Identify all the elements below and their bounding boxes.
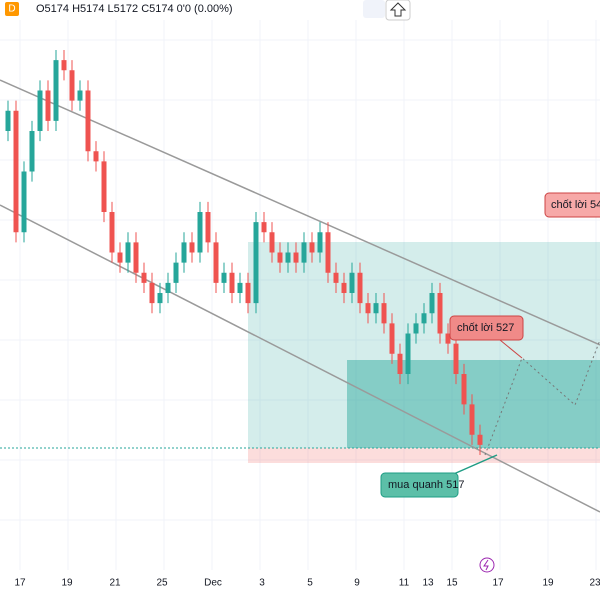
candle-body	[261, 222, 267, 233]
x-tick-label: 19	[542, 578, 554, 589]
candle-body	[421, 313, 427, 324]
annotation: chốt lời 541	[551, 199, 600, 211]
candle-body	[181, 242, 187, 263]
candle-body	[173, 262, 179, 283]
candle-body	[389, 323, 395, 354]
candle-body	[165, 282, 171, 293]
lightning-icon	[483, 559, 489, 571]
annotation: chốt lời 527	[457, 322, 514, 334]
candle-body	[5, 110, 11, 131]
candle-body	[149, 282, 155, 304]
x-tick-label: 11	[399, 578, 410, 589]
candle-body	[405, 333, 411, 374]
x-axis: 17 19 21 25 Dec 3 5 9 11 13 15 17 19 23	[14, 578, 600, 589]
candles	[5, 50, 483, 455]
candle-body	[85, 90, 91, 152]
up-icon	[389, 2, 407, 17]
candle-body	[445, 333, 451, 344]
candle-body	[37, 90, 43, 131]
projection	[484, 339, 600, 456]
candle-body	[61, 60, 67, 71]
candle-body	[461, 374, 467, 405]
x-tick-label: 9	[354, 578, 360, 589]
candle-body	[101, 161, 107, 212]
profit-zone	[248, 242, 600, 448]
channel-upper	[0, 79, 600, 346]
candle-body	[357, 272, 363, 304]
x-tick-label: 21	[109, 578, 121, 589]
label-box	[544, 192, 600, 218]
candle-body	[333, 272, 339, 283]
candle-body	[365, 303, 371, 314]
candle-body	[437, 293, 443, 334]
pointer	[499, 339, 523, 359]
candle-body	[21, 171, 27, 233]
candle-body	[109, 212, 115, 253]
candle-body	[397, 353, 403, 374]
x-tick-label: Dec	[204, 578, 222, 589]
x-tick-label: 13	[422, 578, 434, 589]
candle-body	[53, 60, 59, 121]
candle-body	[429, 293, 435, 314]
candle-body	[477, 434, 483, 445]
candle-body	[413, 323, 419, 334]
candle-body	[309, 242, 315, 253]
ohlc: O5174 H5174 L5172 C5174 0'0 (0.00%)	[36, 3, 233, 15]
interval: D	[8, 4, 15, 15]
candle-body	[197, 212, 203, 253]
profit-zone-inner	[347, 360, 600, 448]
candle-body	[245, 282, 251, 304]
lightning-button[interactable]	[479, 557, 495, 573]
button[interactable]	[385, 0, 411, 21]
candle-body	[77, 90, 83, 101]
x-tick-label: 17	[492, 578, 504, 589]
x-tick-label: 5	[307, 578, 313, 589]
x-tick-label: 3	[259, 578, 265, 589]
candle-body	[277, 252, 283, 263]
candle-body	[469, 404, 475, 435]
candle-body	[269, 232, 275, 253]
candle-body	[133, 242, 139, 273]
candle-body	[381, 303, 387, 324]
candle-body	[205, 212, 211, 243]
candle-body	[13, 110, 19, 233]
candle-body	[125, 242, 131, 263]
x-tick-label: 23	[589, 578, 600, 589]
x-tick-label: 17	[14, 578, 26, 589]
candle-body	[157, 293, 163, 304]
candle-body	[325, 232, 331, 273]
candle-body	[453, 343, 459, 374]
candle-body	[221, 272, 227, 283]
candle-body	[189, 242, 195, 253]
candle-body	[69, 70, 75, 101]
candle-body	[117, 252, 123, 263]
stop-zone	[248, 448, 600, 463]
button[interactable]	[363, 0, 385, 18]
candle-body	[301, 242, 307, 263]
interval-badge[interactable]	[5, 2, 19, 16]
candle-body	[141, 272, 147, 283]
candle-body	[349, 272, 355, 293]
candle-body	[293, 252, 299, 263]
label-box	[380, 472, 459, 498]
candle-body	[229, 272, 235, 293]
channel-lower	[0, 204, 600, 513]
x-tick-label: 15	[446, 578, 458, 589]
label-box	[449, 315, 524, 341]
annotation: mua quanh 517	[388, 479, 464, 491]
candle-body	[341, 282, 347, 293]
candle-body	[213, 242, 219, 283]
candle-body	[317, 232, 323, 253]
candle-body	[29, 131, 35, 172]
x-tick-label: 19	[61, 578, 73, 589]
candle-body	[285, 252, 291, 263]
candle-body	[237, 282, 243, 293]
candle-body	[253, 222, 259, 304]
candle-body	[45, 90, 51, 121]
candle-body	[373, 303, 379, 314]
x-tick-label: 25	[156, 578, 168, 589]
candle-body	[93, 151, 99, 162]
